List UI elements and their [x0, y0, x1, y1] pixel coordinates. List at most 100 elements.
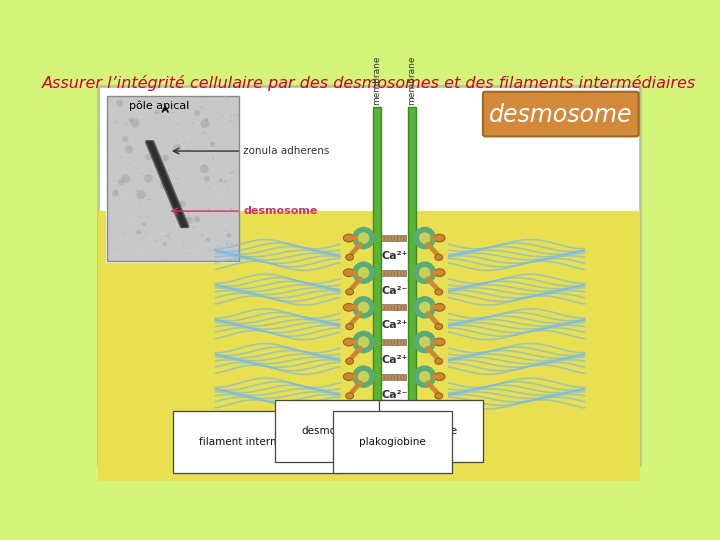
Circle shape: [200, 119, 210, 128]
Bar: [404, 235, 406, 241]
Bar: [391, 235, 393, 241]
Circle shape: [210, 141, 215, 147]
Bar: [107, 96, 239, 261]
Circle shape: [358, 267, 369, 278]
Text: zonula adherens: zonula adherens: [243, 146, 330, 156]
Bar: [400, 304, 403, 310]
Circle shape: [419, 372, 431, 382]
Ellipse shape: [434, 234, 445, 242]
Circle shape: [204, 118, 208, 122]
Bar: [394, 374, 397, 380]
Bar: [404, 269, 406, 276]
Bar: [397, 339, 400, 345]
Circle shape: [206, 238, 210, 241]
Circle shape: [129, 118, 132, 122]
Circle shape: [160, 182, 167, 189]
Bar: [384, 374, 387, 380]
Text: pôle apical: pôle apical: [129, 100, 189, 111]
Bar: [404, 304, 406, 310]
Circle shape: [145, 154, 152, 160]
Bar: [106, 94, 240, 262]
Text: plakogiobine: plakogiobine: [359, 437, 426, 447]
Bar: [382, 304, 384, 310]
Bar: [382, 339, 384, 345]
Bar: [391, 339, 393, 345]
Text: desmosome: desmosome: [489, 103, 632, 127]
Text: Ca²⁺: Ca²⁺: [381, 251, 408, 261]
Bar: [404, 339, 406, 345]
Text: Ca²⁺: Ca²⁺: [381, 320, 408, 330]
Circle shape: [199, 164, 209, 173]
Bar: [384, 235, 387, 241]
Circle shape: [155, 110, 159, 114]
Bar: [404, 374, 406, 380]
Circle shape: [419, 267, 431, 278]
Ellipse shape: [434, 269, 445, 276]
Bar: [391, 304, 393, 310]
Circle shape: [136, 230, 140, 234]
Text: Ca²⁻: Ca²⁻: [381, 390, 408, 400]
Ellipse shape: [434, 303, 445, 311]
Bar: [384, 304, 387, 310]
Ellipse shape: [435, 254, 443, 260]
Circle shape: [185, 217, 192, 224]
Bar: [384, 339, 387, 345]
Circle shape: [358, 233, 369, 244]
Circle shape: [358, 372, 369, 382]
Circle shape: [121, 174, 130, 183]
Text: desmoplakine: desmoplakine: [302, 426, 374, 436]
Circle shape: [122, 136, 129, 142]
Text: membrane: membrane: [407, 55, 416, 105]
Bar: [397, 235, 400, 241]
Circle shape: [226, 233, 231, 238]
Ellipse shape: [346, 323, 354, 330]
Ellipse shape: [343, 338, 354, 346]
Bar: [397, 304, 400, 310]
Circle shape: [419, 336, 431, 347]
Text: Ca²⁺: Ca²⁺: [381, 355, 408, 365]
Circle shape: [130, 118, 140, 127]
Bar: [388, 235, 390, 241]
Ellipse shape: [435, 323, 443, 330]
Circle shape: [194, 216, 200, 222]
Circle shape: [163, 154, 169, 161]
Ellipse shape: [435, 358, 443, 365]
Bar: [381, 107, 408, 403]
Bar: [388, 339, 390, 345]
Circle shape: [163, 242, 166, 246]
FancyBboxPatch shape: [483, 92, 639, 137]
Circle shape: [116, 100, 123, 106]
Ellipse shape: [343, 269, 354, 276]
Text: cadhérine: cadhérine: [405, 426, 457, 436]
Bar: [391, 374, 393, 380]
Bar: [384, 269, 387, 276]
Ellipse shape: [434, 373, 445, 381]
Bar: [382, 374, 384, 380]
Circle shape: [179, 200, 185, 207]
Ellipse shape: [346, 254, 354, 260]
Bar: [388, 304, 390, 310]
Bar: [373, 107, 381, 403]
Bar: [400, 269, 403, 276]
Bar: [400, 235, 403, 241]
Text: desmosome: desmosome: [243, 206, 318, 216]
Bar: [408, 107, 415, 403]
Bar: [397, 374, 400, 380]
Circle shape: [112, 190, 119, 197]
Ellipse shape: [343, 234, 354, 242]
Ellipse shape: [346, 393, 354, 399]
Bar: [391, 269, 393, 276]
Bar: [382, 269, 384, 276]
Bar: [394, 269, 397, 276]
Circle shape: [219, 178, 222, 183]
Bar: [98, 211, 640, 481]
Bar: [388, 374, 390, 380]
Text: filament interméciaire: filament interméciaire: [199, 437, 315, 447]
Text: membrane: membrane: [372, 55, 382, 105]
Text: Assurer l’intégrité cellulaire par des desmosomes et des filaments intermédiaire: Assurer l’intégrité cellulaire par des d…: [42, 75, 696, 91]
Bar: [394, 235, 397, 241]
Ellipse shape: [435, 289, 443, 295]
Ellipse shape: [346, 358, 354, 365]
Circle shape: [194, 111, 200, 116]
Circle shape: [419, 302, 431, 313]
